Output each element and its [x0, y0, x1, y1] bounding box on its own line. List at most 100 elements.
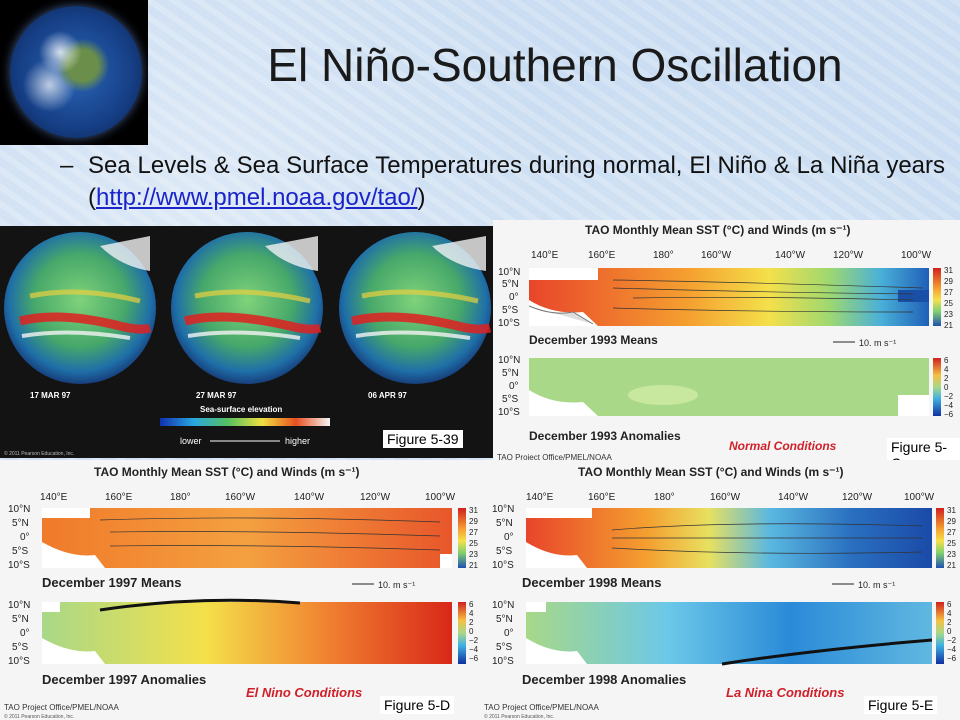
- earth-image: [0, 0, 148, 145]
- page-title: El Niño-Southern Oscillation: [267, 39, 843, 91]
- anom-scale-d2: 4: [469, 609, 474, 618]
- legend-colorbar: [160, 418, 330, 426]
- lat-tick-e4: 5°S: [496, 546, 513, 557]
- land-mask-e3: [526, 602, 546, 612]
- sst-scale-3: 27: [944, 288, 953, 297]
- anom-scale-d4: 0: [469, 627, 474, 636]
- lat-tick-2: 5°N: [502, 279, 519, 290]
- anom-scale-4: 0: [944, 383, 949, 392]
- globe-1: [4, 232, 156, 384]
- lat-tick-ea4: 5°S: [496, 642, 513, 653]
- means-label-e: December 1998 Means: [522, 575, 661, 590]
- sst-scale-d5: 23: [469, 550, 478, 559]
- land-mask-e1: [526, 508, 592, 518]
- sst-means-field-d: [42, 508, 452, 568]
- lat-tick-da5: 10°S: [8, 656, 30, 667]
- legend-lower: lower: [180, 436, 202, 446]
- anom-label-c: December 1993 Anomalies: [529, 429, 681, 443]
- anom-scale-d6: −4: [469, 645, 479, 654]
- lon-tick-4: 160°W: [701, 250, 732, 261]
- anom-scale-e6: −4: [947, 645, 957, 654]
- lat-tick-a4: 5°S: [502, 394, 519, 405]
- lat-tick-da1: 10°N: [8, 600, 30, 611]
- sst-scale-d3: 27: [469, 528, 478, 537]
- anom-scale-1: 6: [944, 356, 949, 365]
- lat-tick-a1: 10°N: [498, 355, 520, 366]
- figure-5-d: TAO Monthly Mean SST (°C) and Winds (m s…: [0, 460, 482, 720]
- anomaly-contour-d: [99, 598, 301, 612]
- anom-scale-2: 4: [944, 365, 949, 374]
- sst-scale-4: 25: [944, 299, 953, 308]
- anomaly-blob: [628, 385, 698, 405]
- sst-anomaly-field-d: [42, 602, 452, 664]
- bullet-point: – Sea Levels & Sea Surface Temperatures …: [60, 150, 945, 214]
- figure-label-5-c: Figure 5-C: [887, 438, 960, 464]
- lon-tick-e1: 140°E: [526, 492, 554, 503]
- sst-scale-e3: 27: [947, 528, 956, 537]
- lat-tick-e5: 10°S: [492, 560, 514, 571]
- bullet-dash: –: [60, 152, 74, 179]
- land-mask-4: [898, 395, 929, 416]
- land-mask-1: [529, 268, 598, 280]
- legend-higher: higher: [285, 436, 310, 446]
- lon-tick-d2: 160°E: [105, 492, 133, 503]
- lat-tick-5: 10°S: [498, 318, 520, 329]
- anom-scale-5: −2: [944, 392, 954, 401]
- lon-tick-d3: 180°: [170, 492, 191, 503]
- tao-link[interactable]: http://www.pmel.noaa.gov/tao/: [96, 184, 418, 211]
- lon-tick-2: 160°E: [588, 250, 616, 261]
- sst-scale-d2: 29: [469, 517, 478, 526]
- lon-tick-e4: 160°W: [710, 492, 741, 503]
- anom-scale-7: −6: [944, 410, 954, 419]
- land-mask-d4: [42, 602, 60, 612]
- date-label-1: 17 MAR 97: [30, 391, 71, 400]
- tao-chart-1993: TAO Monthly Mean SST (°C) and Winds (m s…: [497, 223, 954, 462]
- anom-scale-3: 2: [944, 374, 949, 383]
- sst-colorbar-d: [458, 508, 466, 568]
- lon-tick-1: 140°E: [531, 250, 559, 261]
- figure-label-5-39: Figure 5-39: [383, 430, 463, 448]
- figure-5-e: TAO Monthly Mean SST (°C) and Winds (m s…: [482, 460, 960, 720]
- anom-scale-d7: −6: [469, 654, 479, 663]
- figure-5-39: 17 MAR 97 27 MAR 97 06 APR 97 Sea-surfac…: [0, 226, 493, 458]
- wind-ref-d: 10. m s⁻¹: [378, 580, 415, 590]
- lon-tick-e2: 160°E: [588, 492, 616, 503]
- sst-scale-e2: 29: [947, 517, 956, 526]
- lat-tick-ea3: 0°: [504, 628, 514, 639]
- lat-tick-ea1: 10°N: [492, 600, 514, 611]
- lat-tick-3: 0°: [509, 292, 519, 303]
- conditions-label-d: El Nino Conditions: [246, 685, 362, 700]
- land-mask-e2: [526, 542, 587, 568]
- tao-chart-1997: TAO Monthly Mean SST (°C) and Winds (m s…: [4, 465, 479, 720]
- sst-scale-e5: 23: [947, 550, 956, 559]
- figure-label-5-d: Figure 5-D: [380, 696, 455, 714]
- lon-tick-e6: 120°W: [842, 492, 873, 503]
- copyright-d: © 2011 Pearson Education, Inc.: [4, 713, 74, 720]
- anom-scale-d3: 2: [469, 618, 474, 627]
- lon-tick-5: 140°W: [775, 250, 806, 261]
- copyright-539: © 2011 Pearson Education, Inc.: [4, 450, 74, 457]
- anom-label-e: December 1998 Anomalies: [522, 672, 686, 687]
- conditions-label-c: Normal Conditions: [729, 439, 837, 453]
- lon-tick-e3: 180°: [654, 492, 675, 503]
- land-mask-d3: [440, 554, 452, 568]
- sea-surface-globes: 17 MAR 97 27 MAR 97 06 APR 97 Sea-surfac…: [4, 232, 492, 457]
- anom-colorbar: [933, 358, 941, 416]
- bullet-text-after: ): [417, 184, 426, 211]
- globe-2: [171, 232, 323, 384]
- lat-tick-da2: 5°N: [12, 614, 29, 625]
- credit-d: TAO Project Office/PMEL/NOAA: [4, 703, 120, 712]
- anom-colorbar-d: [458, 602, 466, 664]
- bullet-text-before: Sea Levels & Sea Surface Temperatures du…: [88, 152, 945, 211]
- date-label-2: 27 MAR 97: [196, 391, 237, 400]
- legend-title: Sea-surface elevation: [200, 405, 282, 414]
- sst-scale-1: 31: [944, 266, 953, 275]
- conditions-label-e: La Nina Conditions: [726, 685, 844, 700]
- lon-tick-d1: 140°E: [40, 492, 68, 503]
- credit-e: TAO Project Office/PMEL/NOAA: [484, 703, 600, 712]
- sst-scale-d6: 21: [469, 561, 478, 570]
- lat-tick-a3: 0°: [509, 381, 519, 392]
- sst-scale-6: 21: [944, 321, 953, 330]
- lon-tick-3: 180°: [653, 250, 674, 261]
- lat-tick-ea5: 10°S: [492, 656, 514, 667]
